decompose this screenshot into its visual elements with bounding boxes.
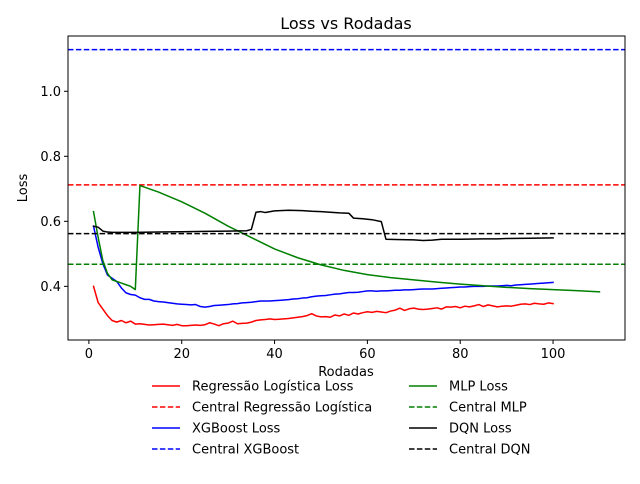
legend-item-mlp-loss: MLP Loss (409, 380, 508, 395)
series-layer (68, 48, 625, 327)
legend-label: Regressão Logística Loss (192, 380, 354, 395)
x-tick-label: 20 (173, 347, 190, 362)
legend-item-regressao-logistica-loss: Regressão Logística Loss (152, 380, 354, 395)
x-tick-label: 80 (452, 347, 469, 362)
x-tick-label: 100 (541, 347, 566, 362)
y-axis-label: Loss (16, 174, 31, 203)
legend-item-dqn-loss: DQN Loss (409, 422, 512, 437)
y-tick-label: 0.8 (40, 150, 61, 165)
legend-item-central-dqn: Central DQN (409, 443, 530, 458)
legend-label: Central Regressão Logística (192, 401, 372, 416)
series-dqn-loss (92, 209, 554, 242)
x-tick-label: 40 (266, 347, 283, 362)
x-axis-label: Rodadas (318, 365, 374, 380)
plot-frame (67, 35, 626, 341)
y-tick-label: 1.0 (40, 85, 61, 100)
plot-background (68, 36, 625, 340)
series-mlp-loss (92, 184, 601, 293)
legend-label: Central DQN (449, 443, 530, 458)
legend-label: Central XGBoost (192, 443, 299, 458)
legend: Regressão Logística Loss Central Regressã… (152, 380, 530, 458)
legend-label: XGBoost Loss (192, 422, 281, 437)
axes-layer: 0 20 40 60 80 100 0.4 0.6 0.8 1.0 (40, 85, 565, 362)
y-tick-label: 0.6 (40, 215, 61, 230)
legend-label: Central MLP (449, 401, 527, 416)
chart-title: Loss vs Rodadas (280, 14, 412, 33)
x-tick-label: 60 (359, 347, 376, 362)
legend-item-central-xgboost: Central XGBoost (152, 443, 299, 458)
legend-item-central-regressao-logistica: Central Regressão Logística (152, 401, 372, 416)
legend-item-xgboost-loss: XGBoost Loss (152, 422, 281, 437)
legend-label: DQN Loss (449, 422, 512, 437)
y-tick-label: 0.4 (40, 280, 61, 295)
legend-label: MLP Loss (449, 380, 508, 395)
series-regressao-logistica-loss (92, 285, 554, 327)
x-tick-label: 0 (85, 347, 93, 362)
legend-item-central-mlp: Central MLP (409, 401, 527, 416)
series-xgboost-loss (92, 225, 554, 308)
series-group (68, 48, 625, 327)
